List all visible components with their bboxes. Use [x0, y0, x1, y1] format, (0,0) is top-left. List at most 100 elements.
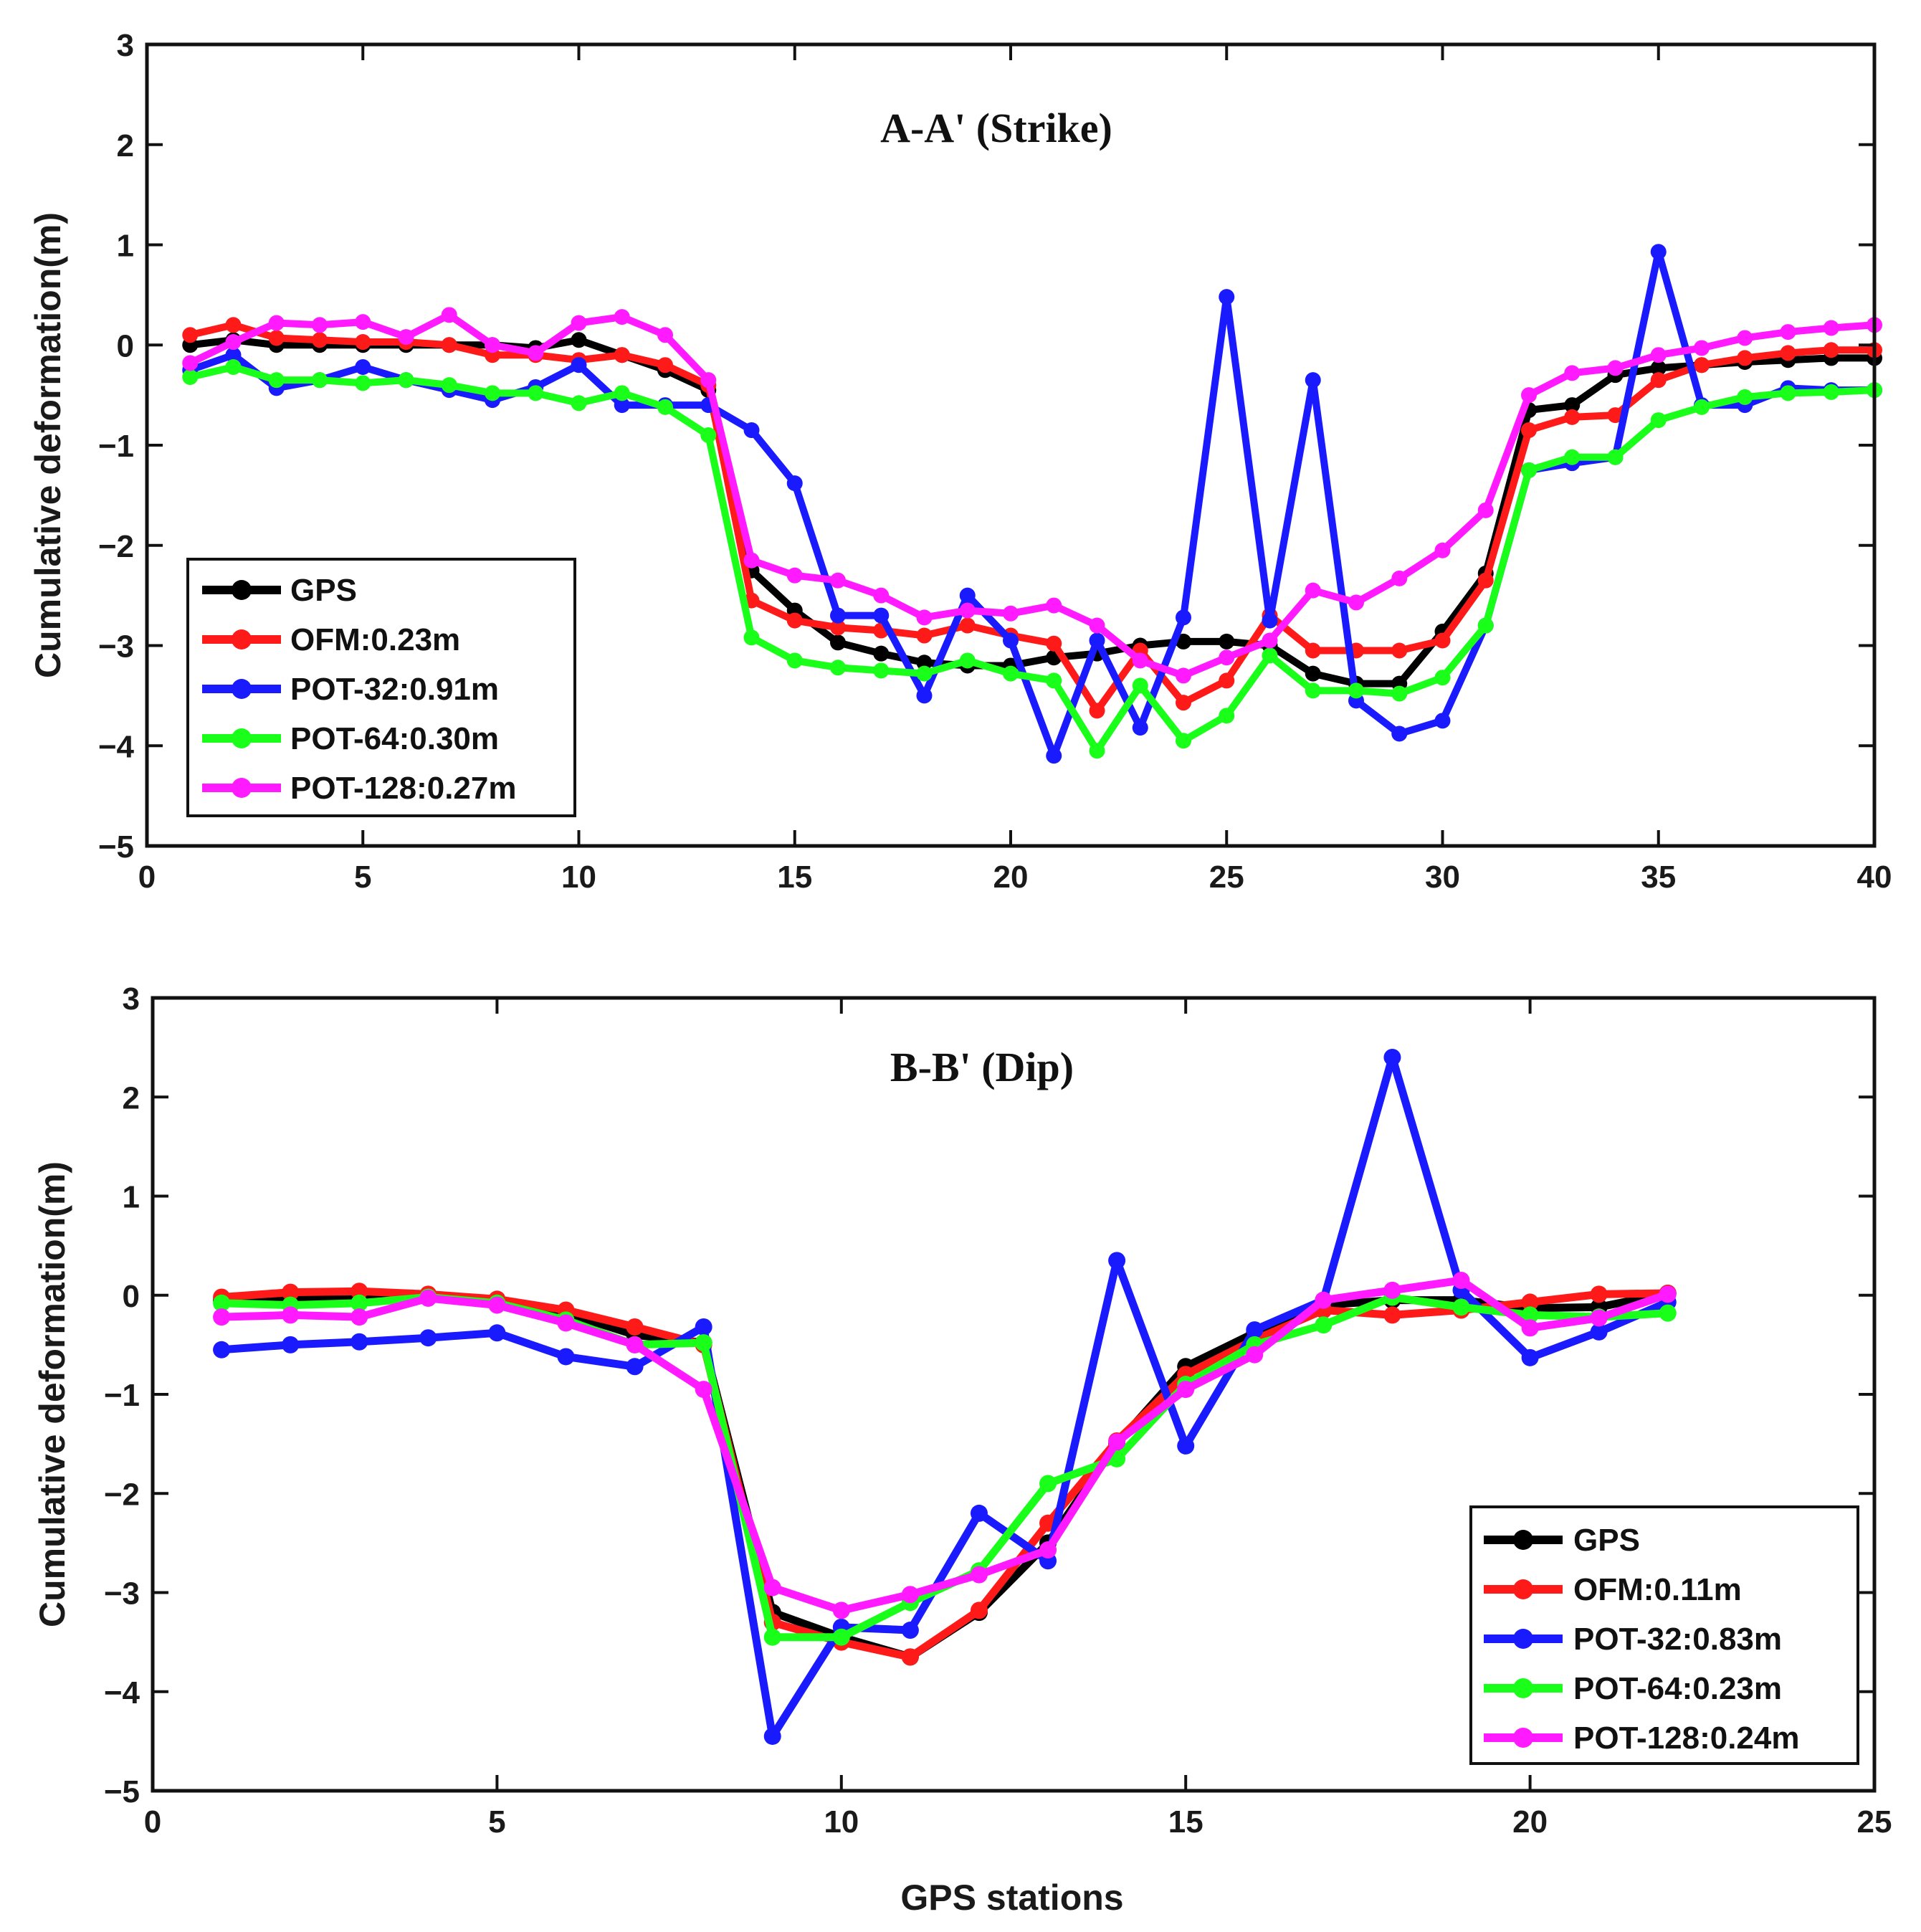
legend-entry-pot-32: POT-32:0.91m — [202, 672, 499, 707]
data-point-ofm — [1650, 372, 1667, 389]
data-point-pot-64 — [1089, 743, 1105, 759]
legend-marker-pot-32 — [1513, 1629, 1533, 1649]
data-point-ofm — [830, 619, 846, 636]
data-point-pot-32 — [873, 607, 890, 624]
data-point-pot-64 — [398, 372, 414, 389]
data-point-ofm — [441, 337, 457, 353]
data-point-pot-32 — [1262, 612, 1278, 629]
data-point-pot-128 — [1039, 1541, 1057, 1559]
data-point-pot-32 — [1650, 244, 1667, 260]
data-point-pot-128 — [441, 307, 457, 323]
data-point-pot-128 — [1590, 1309, 1608, 1327]
legend-label-pot-64: POT-64:0.23m — [1573, 1671, 1782, 1706]
data-point-pot-64 — [1039, 1475, 1057, 1493]
data-point-pot-128 — [1452, 1272, 1470, 1290]
data-point-gps — [571, 332, 587, 348]
legend-entry-pot-128: POT-128:0.24m — [1484, 1721, 1800, 1756]
legend-entry-pot-64: POT-64:0.23m — [1484, 1671, 1782, 1706]
data-point-ofm — [1477, 572, 1494, 589]
data-point-pot-32 — [355, 358, 371, 375]
data-point-pot-32 — [225, 347, 242, 363]
data-point-ofm — [657, 357, 673, 373]
legend-label-pot-128: POT-128:0.27m — [290, 771, 517, 806]
data-point-ofm — [312, 332, 328, 348]
data-point-pot-32 — [763, 1727, 781, 1745]
data-point-pot-64 — [1348, 682, 1364, 699]
data-point-pot-32 — [1132, 720, 1148, 736]
series-line-ofm — [186, 321, 1878, 715]
y-axis-label: Cumulative deformation(m) — [32, 1161, 72, 1627]
x-tick-label: 35 — [1641, 860, 1676, 895]
data-point-pot-128 — [1219, 649, 1235, 666]
data-point-pot-64 — [1046, 672, 1062, 689]
data-point-pot-32 — [1383, 1048, 1401, 1066]
data-point-pot-128 — [1434, 542, 1451, 558]
data-point-pot-64 — [1521, 1306, 1539, 1324]
data-point-pot-64 — [1659, 1304, 1677, 1322]
y-tick-label: −2 — [98, 529, 134, 564]
data-point-ofm — [959, 617, 976, 634]
x-axis-label: GPS stations — [900, 1878, 1123, 1918]
y-tick-label: −4 — [104, 1675, 140, 1710]
series-line-pot-64 — [186, 363, 1878, 755]
data-point-pot-32 — [1046, 748, 1062, 764]
data-point-pot-128 — [626, 1336, 644, 1353]
data-point-pot-32 — [1246, 1321, 1264, 1339]
data-point-pot-128 — [970, 1566, 988, 1584]
data-point-gps — [1564, 397, 1581, 414]
data-point-pot-32 — [1176, 609, 1191, 626]
legend-label-gps: GPS — [290, 573, 357, 608]
axis-ticks: 0 5 10 15 20 25 30 35 40 −5 −4 −3 −2 −1 0 1 2 3 — [98, 28, 1892, 895]
data-point-pot-128 — [1108, 1433, 1126, 1451]
data-point-ofm — [1694, 357, 1710, 373]
data-point-pot-128 — [213, 1308, 231, 1326]
legend-marker-ofm — [232, 629, 252, 649]
legend: GPS OFM:0.23m POT-32:0.91m POT-64:0.30m — [186, 558, 576, 817]
data-point-pot-32 — [1521, 1348, 1539, 1366]
data-point-pot-64 — [832, 1628, 850, 1646]
legend-marker-gps — [1513, 1530, 1533, 1550]
data-point-pot-32 — [1003, 632, 1019, 649]
data-point-pot-128 — [1780, 324, 1796, 341]
data-point-pot-128 — [763, 1579, 781, 1596]
data-point-pot-64 — [916, 665, 933, 682]
data-point-pot-128 — [832, 1602, 850, 1619]
y-tick-label: −2 — [104, 1477, 140, 1512]
y-tick-label: 2 — [123, 1080, 140, 1115]
data-point-ofm — [626, 1318, 644, 1336]
x-tick-label: 10 — [824, 1804, 859, 1840]
data-point-pot-64 — [1607, 449, 1624, 465]
data-point-ofm — [1521, 422, 1537, 439]
series-line-pot-128 — [186, 311, 1878, 680]
legend-entry-ofm: OFM:0.23m — [202, 622, 460, 657]
data-point-pot-128 — [695, 1381, 712, 1399]
data-point-pot-128 — [419, 1289, 437, 1307]
series-pot-128 — [213, 1272, 1677, 1619]
data-point-gps — [1305, 665, 1321, 682]
data-point-ofm — [182, 327, 199, 343]
data-point-pot-64 — [1694, 399, 1710, 415]
data-point-pot-32 — [419, 1329, 437, 1347]
data-point-pot-32 — [786, 475, 803, 492]
data-point-pot-128 — [351, 1308, 368, 1326]
data-point-pot-64 — [1132, 677, 1148, 694]
data-point-pot-128 — [1315, 1291, 1333, 1309]
y-tick-label: 1 — [123, 1180, 140, 1215]
legend-label-ofm: OFM:0.11m — [1573, 1572, 1742, 1607]
data-point-pot-128 — [1650, 347, 1667, 363]
data-point-pot-32 — [830, 607, 846, 624]
data-point-pot-64 — [1176, 733, 1191, 749]
data-point-pot-128 — [1003, 605, 1019, 622]
data-point-pot-128 — [1521, 1319, 1539, 1337]
y-tick-label: 2 — [117, 128, 134, 163]
series-line-pot-128 — [217, 1276, 1672, 1614]
legend-entry-pot-32: POT-32:0.83m — [1484, 1622, 1782, 1657]
data-point-ofm — [1590, 1285, 1608, 1303]
y-tick-label: −4 — [98, 729, 135, 764]
data-point-pot-64 — [873, 662, 890, 679]
data-point-pot-128 — [1046, 597, 1062, 614]
series-ofm — [182, 317, 1882, 719]
data-point-pot-64 — [1737, 389, 1753, 405]
series-pot-128 — [182, 307, 1882, 684]
data-point-pot-64 — [1564, 449, 1581, 465]
